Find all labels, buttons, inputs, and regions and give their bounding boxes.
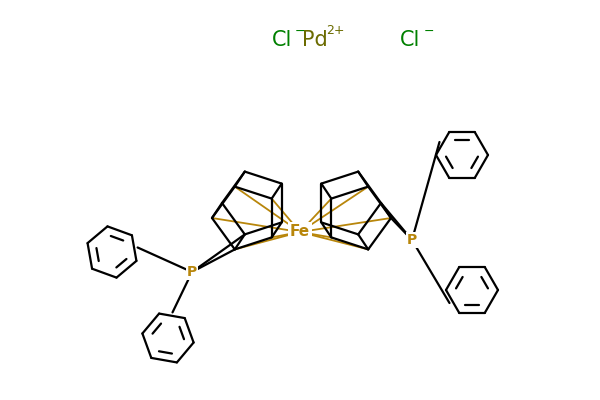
Text: −: − — [295, 24, 305, 38]
Text: P: P — [407, 233, 417, 247]
Text: −: − — [424, 24, 434, 38]
Text: 2+: 2+ — [326, 24, 344, 38]
Text: Pd: Pd — [302, 30, 328, 50]
Text: Fe: Fe — [290, 224, 310, 240]
Text: Cl: Cl — [272, 30, 292, 50]
Text: Cl: Cl — [400, 30, 421, 50]
Text: P: P — [187, 265, 197, 279]
